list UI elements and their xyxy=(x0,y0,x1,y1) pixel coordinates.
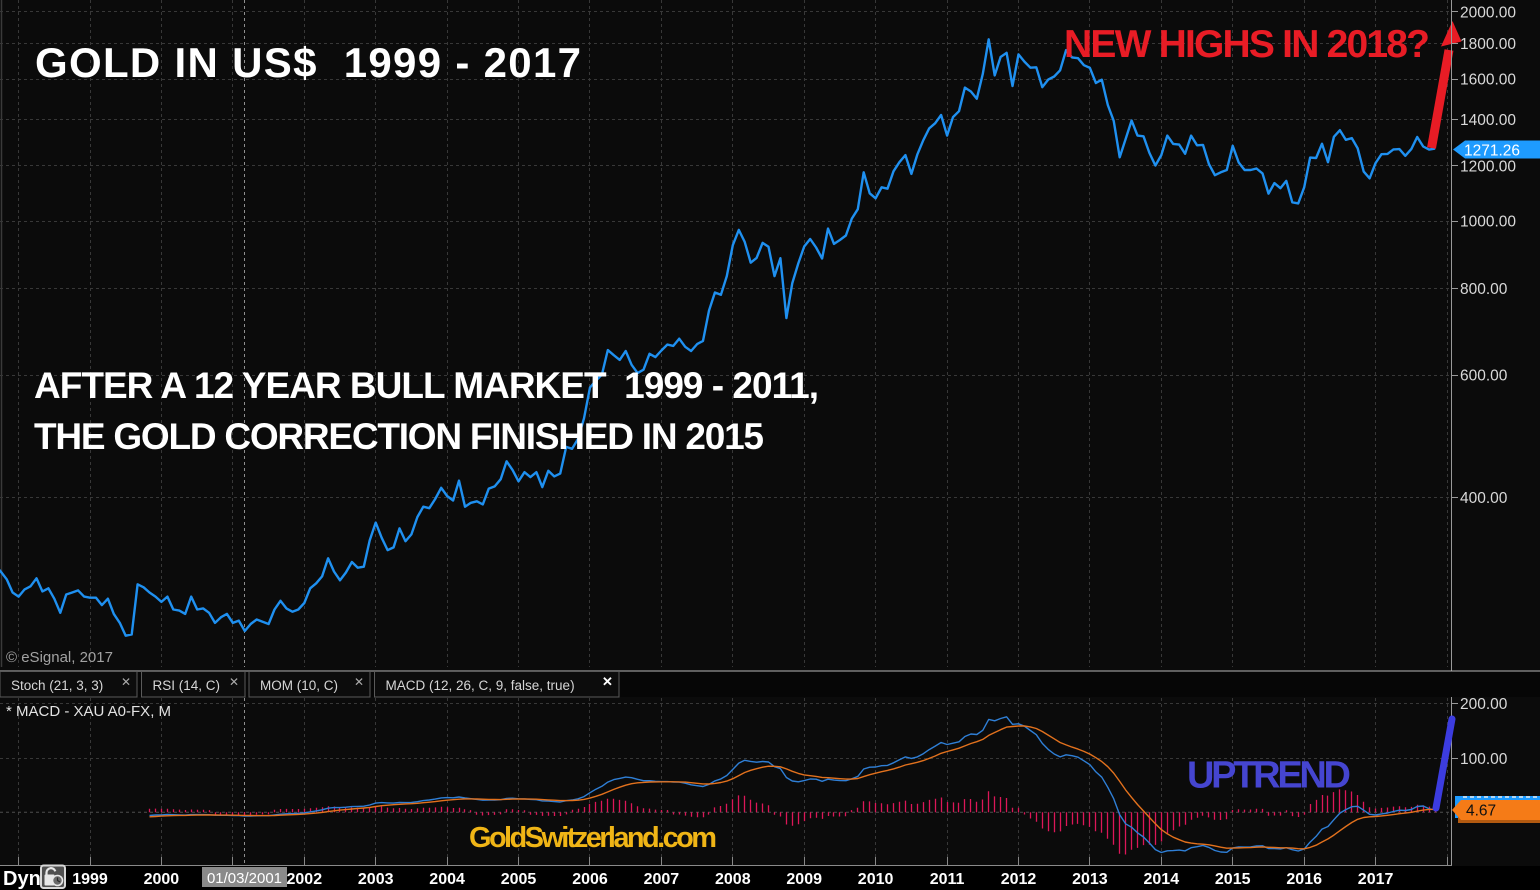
svg-text:© eSignal, 2017: © eSignal, 2017 xyxy=(6,649,113,666)
svg-text:MOM (10, C): MOM (10, C) xyxy=(260,678,338,693)
svg-text:2007: 2007 xyxy=(644,871,680,888)
svg-text:NEW HIGHS IN 2018?: NEW HIGHS IN 2018? xyxy=(1064,23,1430,66)
svg-text:2015: 2015 xyxy=(1215,871,1251,888)
svg-text:GOLD IN US$ 1999 - 2017: GOLD IN US$ 1999 - 2017 xyxy=(35,39,581,86)
svg-text:1999: 1999 xyxy=(72,871,108,888)
svg-text:2017: 2017 xyxy=(1358,871,1394,888)
svg-text:RSI (14, C): RSI (14, C) xyxy=(153,678,221,693)
svg-text:2004: 2004 xyxy=(429,871,465,888)
svg-text:4.67: 4.67 xyxy=(1466,803,1496,820)
svg-text:01/03/2001: 01/03/2001 xyxy=(207,870,282,887)
svg-text:✕: ✕ xyxy=(121,675,131,689)
svg-text:2000: 2000 xyxy=(144,871,180,888)
svg-text:GoldSwitzerland.com: GoldSwitzerland.com xyxy=(469,822,717,854)
svg-text:2011: 2011 xyxy=(930,871,965,888)
svg-text:2009: 2009 xyxy=(786,871,822,888)
svg-text:400.00: 400.00 xyxy=(1460,490,1508,507)
svg-text:2014: 2014 xyxy=(1144,871,1180,888)
svg-text:THE GOLD CORRECTION FINISHED I: THE GOLD CORRECTION FINISHED IN 2015 xyxy=(34,416,764,457)
svg-text:2008: 2008 xyxy=(715,871,751,888)
svg-text:100.00: 100.00 xyxy=(1460,751,1508,768)
svg-text:1000.00: 1000.00 xyxy=(1460,214,1516,231)
svg-text:1271.26: 1271.26 xyxy=(1464,143,1520,160)
svg-text:2010: 2010 xyxy=(858,871,894,888)
svg-text:1200.00: 1200.00 xyxy=(1460,159,1516,176)
svg-text:2000.00: 2000.00 xyxy=(1460,4,1516,21)
svg-text:600.00: 600.00 xyxy=(1460,368,1508,385)
svg-text:800.00: 800.00 xyxy=(1460,281,1508,298)
svg-text:✕: ✕ xyxy=(602,674,613,689)
svg-text:✕: ✕ xyxy=(354,675,364,689)
svg-text:1400.00: 1400.00 xyxy=(1460,112,1516,129)
svg-text:2002: 2002 xyxy=(287,871,323,888)
svg-text:200.00: 200.00 xyxy=(1460,696,1508,713)
svg-text:UPTREND: UPTREND xyxy=(1187,755,1351,797)
svg-text:Dyn: Dyn xyxy=(3,868,41,890)
svg-text:MACD (12, 26, C, 9, false, tru: MACD (12, 26, C, 9, false, true) xyxy=(386,678,575,693)
svg-text:AFTER A 12 YEAR BULL MARKET 1: AFTER A 12 YEAR BULL MARKET 1999 - 2011, xyxy=(34,365,819,406)
svg-text:2016: 2016 xyxy=(1286,871,1322,888)
svg-text:2013: 2013 xyxy=(1072,871,1108,888)
svg-text:2012: 2012 xyxy=(1001,871,1037,888)
svg-text:✕: ✕ xyxy=(229,675,239,689)
svg-text:2006: 2006 xyxy=(572,871,608,888)
svg-text:* MACD - XAU A0-FX, M: * MACD - XAU A0-FX, M xyxy=(6,703,171,720)
svg-text:Stoch (21, 3, 3): Stoch (21, 3, 3) xyxy=(11,678,103,693)
svg-text:2005: 2005 xyxy=(501,871,537,888)
svg-text:2003: 2003 xyxy=(358,871,394,888)
svg-text:1600.00: 1600.00 xyxy=(1460,72,1516,89)
svg-text:1800.00: 1800.00 xyxy=(1460,36,1516,53)
